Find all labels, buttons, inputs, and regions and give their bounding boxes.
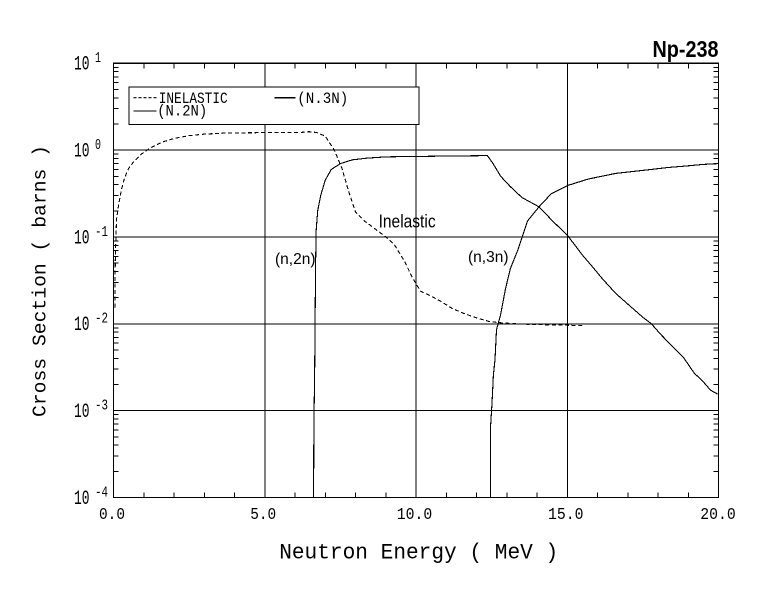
svg-text:0.0: 0.0 (99, 506, 125, 525)
svg-text:10: 10 (74, 314, 90, 337)
svg-text:Inelastic: Inelastic (379, 212, 436, 232)
svg-text:-4: -4 (95, 484, 108, 501)
svg-text:0: 0 (95, 137, 101, 154)
svg-text:10: 10 (74, 401, 90, 424)
svg-text:10: 10 (74, 488, 90, 511)
svg-text:(N.2N): (N.2N) (157, 103, 207, 121)
svg-text:(n,3n): (n,3n) (468, 249, 509, 266)
svg-text:(n,2n): (n,2n) (275, 251, 316, 268)
svg-text:10: 10 (74, 227, 90, 250)
svg-text:10.0: 10.0 (397, 506, 433, 525)
svg-text:5.0: 5.0 (250, 506, 276, 525)
svg-text:-2: -2 (95, 311, 108, 328)
svg-text:1: 1 (95, 50, 101, 67)
svg-text:-1: -1 (95, 224, 108, 241)
svg-text:Np-238: Np-238 (653, 36, 719, 62)
svg-text:15.0: 15.0 (548, 506, 584, 525)
svg-text:20.0: 20.0 (700, 506, 736, 525)
svg-text:Neutron Energy ( MeV ): Neutron Energy ( MeV ) (279, 541, 558, 566)
svg-text:INELASTIC: INELASTIC (159, 90, 228, 108)
svg-text:Cross Section ( barns ): Cross Section ( barns ) (29, 145, 51, 417)
svg-text:10: 10 (74, 141, 90, 164)
svg-text:10: 10 (74, 54, 90, 77)
svg-text:(N.3N): (N.3N) (297, 90, 348, 108)
svg-text:-3: -3 (95, 398, 108, 415)
